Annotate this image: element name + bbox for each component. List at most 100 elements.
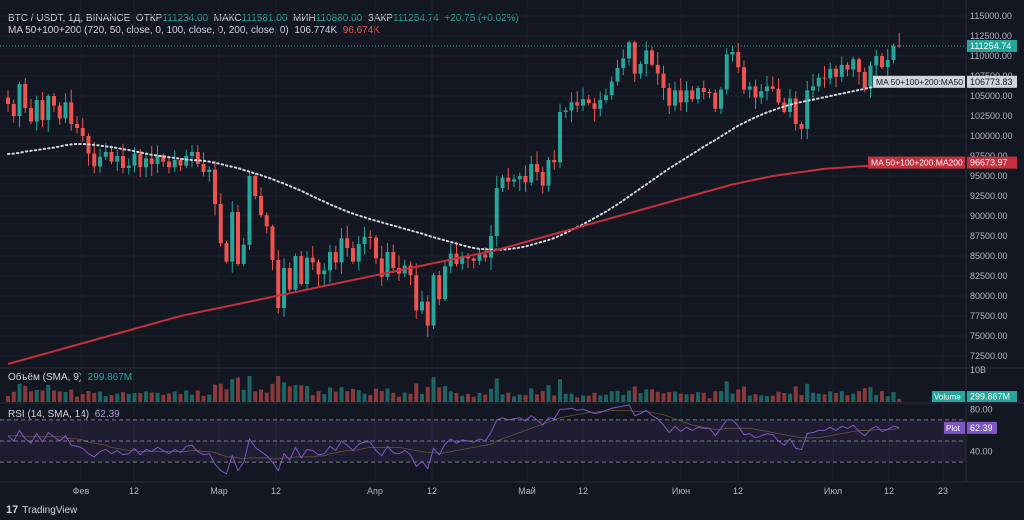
candle-body [701, 88, 706, 92]
close-price-badge [967, 39, 1017, 52]
volume-bar [121, 392, 125, 402]
y-tick-label: 82500.00 [970, 271, 1008, 281]
volume-bar [747, 395, 752, 402]
volume-bar [793, 386, 798, 402]
candle-body [184, 156, 189, 166]
volume-bar [805, 383, 810, 402]
candle-body [172, 160, 177, 168]
volume-bar [713, 391, 718, 402]
volume-bar [247, 376, 252, 402]
volume-bar [316, 391, 321, 402]
volume-name-badge [932, 391, 965, 402]
volume-bar [172, 391, 177, 402]
candle-body [713, 92, 718, 109]
y-tick-label: 95000.00 [970, 171, 1008, 181]
ma200-value-label: 96673.97 [970, 158, 1008, 168]
volume-bar [782, 393, 787, 402]
candle-body [477, 254, 482, 261]
candle-body [535, 164, 539, 172]
candle-body [34, 100, 39, 122]
candle-body [408, 265, 413, 276]
candle-body [506, 177, 511, 182]
volume-bar [448, 391, 453, 402]
volume-bar [638, 393, 643, 402]
volume-bar [632, 386, 637, 402]
candle-body [586, 99, 591, 104]
candle-body [742, 67, 746, 90]
volume-bar [6, 395, 10, 402]
close-price-label: 111254.74 [970, 41, 1011, 51]
candle-body [339, 238, 344, 263]
candle-body [563, 110, 568, 112]
candle-body [57, 105, 62, 119]
volume-bar [868, 387, 873, 402]
candle-body [218, 204, 223, 244]
volume-bar [264, 392, 269, 402]
volume-bar [753, 394, 758, 402]
volume-bar [351, 388, 355, 402]
candle-body [264, 215, 269, 227]
ma50-name-label: MA 50+100+200:MA50 [876, 77, 963, 87]
candle-body [793, 98, 798, 124]
volume-bar [230, 379, 235, 402]
volume-bar [161, 394, 166, 402]
candle-body [75, 124, 79, 128]
volume-bar [63, 391, 68, 402]
volume-bar [615, 390, 620, 402]
candle-body [155, 155, 160, 164]
candle-body [63, 102, 68, 119]
candle-body [621, 58, 626, 68]
volume-bar [483, 394, 488, 402]
x-tick-label: Мар [210, 486, 228, 496]
volume-bar [684, 394, 689, 402]
candle-body [224, 243, 229, 262]
candle-body [707, 92, 712, 93]
volume-bar [207, 394, 212, 402]
candle-body [333, 252, 338, 263]
volume-bar [770, 395, 775, 402]
candle-body [483, 254, 488, 258]
candle-body [811, 86, 815, 91]
candle-body [650, 50, 654, 65]
symbol-label: BTC / USDT, 1Д, BINANCE [8, 13, 131, 24]
candle-body [569, 102, 574, 111]
candle-body [109, 152, 114, 162]
candle-body [431, 275, 436, 326]
volume-bar [540, 390, 545, 402]
volume-bar [759, 395, 764, 402]
volume-bar [155, 392, 160, 402]
rsi-tick-label: 80.00 [970, 404, 993, 414]
volume-bar [569, 393, 574, 402]
candle-body [897, 45, 902, 47]
y-tick-label: 97500.00 [970, 151, 1008, 161]
tradingview-logo[interactable]: 17 TradingView [6, 504, 77, 516]
volume-bar [178, 393, 183, 402]
volume-bar [218, 383, 223, 402]
candle-body [52, 96, 56, 106]
candle-body [385, 252, 390, 277]
rsi-value-label: 62.39 [970, 423, 993, 433]
close-value: 111254.74 [393, 13, 439, 24]
volume-bar [506, 392, 511, 402]
candle-body [92, 153, 97, 167]
volume-bar [431, 377, 436, 402]
volume-bar [201, 395, 206, 402]
volume-bar [586, 395, 591, 402]
candle-body [644, 50, 649, 64]
candle-body [489, 236, 493, 258]
volume-bar [477, 392, 482, 402]
candle-body [575, 102, 580, 106]
volume-bar [655, 391, 660, 402]
rsi-value: 62.39 [94, 409, 120, 420]
candle-body [201, 164, 206, 172]
candle-body [247, 176, 252, 245]
candle-body [592, 103, 597, 109]
volume-bar [494, 378, 499, 402]
volume-bar [765, 396, 769, 402]
y-tick-label: 115000.00 [970, 11, 1012, 21]
volume-bar [11, 391, 16, 402]
volume-bar [213, 384, 217, 402]
volume-bar [379, 391, 384, 402]
volume-bar [241, 389, 246, 402]
